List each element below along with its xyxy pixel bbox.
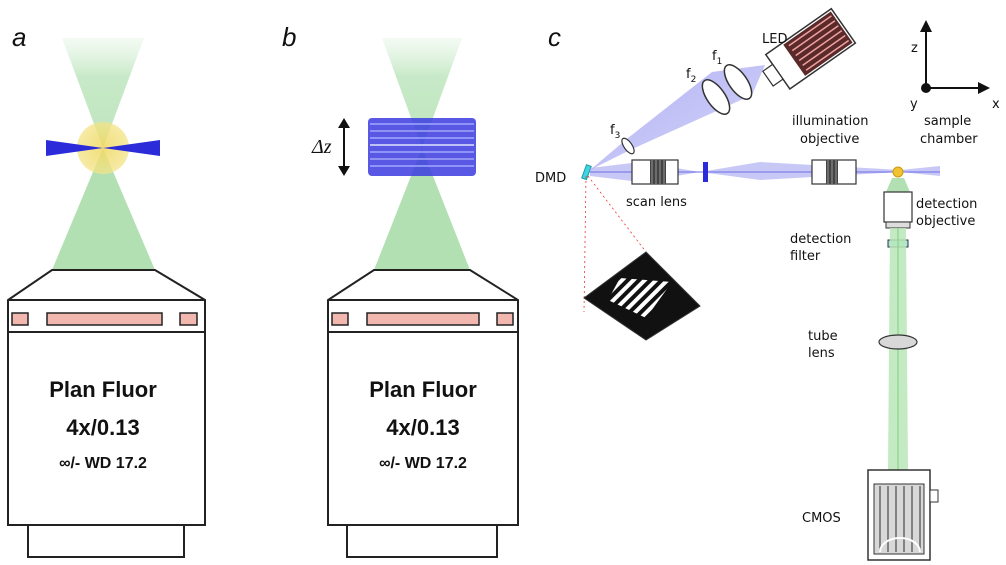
scan-lens bbox=[631, 159, 679, 185]
panel-b-letter: b bbox=[282, 22, 296, 52]
dmd-mirror bbox=[581, 164, 592, 181]
blue-filter bbox=[703, 162, 708, 182]
illumination-objective bbox=[811, 159, 857, 185]
label-sample-chamber-1: sample bbox=[924, 114, 971, 129]
label-led: LED bbox=[762, 32, 787, 47]
delta-z-label: Δz bbox=[311, 136, 332, 158]
lens-f1 bbox=[723, 64, 753, 100]
label-tube-lens-1: tube bbox=[808, 329, 838, 344]
scanned-light-sheets bbox=[368, 118, 476, 176]
label-illumination-objective-1: illumination bbox=[792, 114, 868, 129]
objective-b: Plan Fluor 4x/0.13 ∞/- WD 17.2 bbox=[327, 269, 519, 558]
objective-a: Plan Fluor 4x/0.13 ∞/- WD 17.2 bbox=[7, 269, 206, 558]
label-detection-objective-2: objective bbox=[916, 214, 975, 229]
panel-a: a Plan Fluor 4x/0.13 ∞/- WD 17.2 bbox=[7, 22, 206, 558]
lens-f3 bbox=[621, 137, 635, 155]
tube-lens bbox=[878, 334, 918, 350]
label-f1: f1 bbox=[712, 49, 722, 67]
objective-window-left bbox=[11, 312, 29, 326]
lens-f2 bbox=[701, 79, 731, 115]
label-detection-filter-1: detection bbox=[790, 232, 851, 247]
panel-c: c bbox=[535, 7, 1000, 561]
detection-cone-lower bbox=[52, 148, 155, 270]
axis-x-label: x bbox=[992, 97, 1000, 112]
light-sheet bbox=[46, 140, 103, 156]
label-detection-filter-2: filter bbox=[790, 249, 821, 264]
objective-a-wd: ∞/- WD 17.2 bbox=[59, 455, 147, 472]
label-f3: f3 bbox=[610, 123, 620, 141]
panel-c-letter: c bbox=[548, 22, 561, 52]
axis-y-label: y bbox=[910, 97, 918, 112]
cmos-camera bbox=[867, 469, 939, 561]
panel-a-letter: a bbox=[12, 22, 26, 52]
led-source bbox=[761, 7, 857, 91]
objective-window-center bbox=[46, 312, 163, 326]
label-sample-chamber-2: chamber bbox=[920, 132, 978, 147]
objective-b-wd: ∞/- WD 17.2 bbox=[379, 455, 467, 472]
label-scan-lens: scan lens bbox=[626, 195, 687, 210]
label-illumination-objective-2: objective bbox=[800, 132, 859, 147]
label-f2: f2 bbox=[686, 67, 696, 85]
label-detection-objective-1: detection bbox=[916, 197, 977, 212]
objective-b-magnification: 4x/0.13 bbox=[386, 415, 459, 440]
objective-a-name: Plan Fluor bbox=[49, 377, 157, 402]
label-dmd: DMD bbox=[535, 171, 566, 186]
dmd-pattern-inset bbox=[583, 251, 701, 341]
label-tube-lens-2: lens bbox=[808, 346, 835, 361]
objective-a-magnification: 4x/0.13 bbox=[66, 415, 139, 440]
delta-z-arrow bbox=[338, 118, 350, 176]
coordinate-axes: z y x bbox=[910, 20, 1000, 112]
sample bbox=[892, 166, 904, 178]
detection-cone-b bbox=[382, 38, 462, 148]
detection-cone bbox=[62, 38, 144, 148]
detection-objective bbox=[883, 178, 913, 229]
axis-z-label: z bbox=[911, 41, 918, 56]
label-cmos: CMOS bbox=[802, 511, 841, 526]
objective-window-right bbox=[179, 312, 198, 326]
panel-b: b Δz Plan Fluo bbox=[282, 22, 519, 558]
objective-b-name: Plan Fluor bbox=[369, 377, 477, 402]
